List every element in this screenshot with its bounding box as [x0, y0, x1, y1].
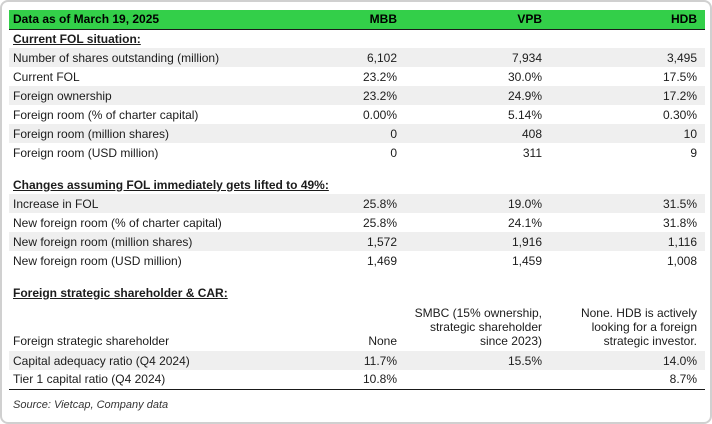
- section-title-cell: Foreign strategic shareholder & CAR:: [9, 283, 705, 302]
- table-body: Current FOL situation: Number of shares o…: [9, 29, 705, 389]
- cell-hdb: 3,495: [550, 48, 705, 67]
- cell-hdb: 0.30%: [662, 107, 697, 122]
- table-row: Capital adequacy ratio (Q4 2024) 11.7% 15.…: [9, 351, 705, 370]
- cell-vpb: 19.0%: [405, 194, 550, 213]
- table-row: Tier 1 capital ratio (Q4 2024) 10.8% 8.7%: [9, 370, 705, 389]
- section-row: Current FOL situation:: [9, 29, 705, 48]
- row-label: New foreign room (million shares): [9, 232, 349, 251]
- cell-hdb: 9: [690, 145, 697, 160]
- table-header-row: Data as of March 19, 2025 MBB VPB HDB: [9, 10, 705, 30]
- row-label: Foreign strategic shareholder: [13, 334, 170, 348]
- cell-mbb: 0: [390, 145, 397, 160]
- cell-hdb: 8.7%: [669, 372, 697, 387]
- source-note: Source: Vietcap, Company data: [13, 398, 169, 411]
- row-label: Foreign room (million shares): [9, 124, 349, 143]
- cell-hdb: 17.5%: [662, 69, 697, 84]
- cell-mbb: 25.8%: [349, 194, 405, 213]
- cell-vpb: [405, 370, 550, 389]
- table-row: Current FOL 23.2% 30.0% 17.5%: [9, 67, 705, 86]
- cell-vpb: 30.0%: [507, 69, 542, 84]
- table-row: New foreign room (% of charter capital) 2…: [9, 213, 705, 232]
- spacer-cell: [9, 270, 705, 283]
- cell-hdb: 1,116: [550, 232, 705, 251]
- section-title-cell: Changes assuming FOL immediately gets li…: [9, 175, 705, 194]
- cell-hdb: 31.5%: [550, 194, 705, 213]
- table-title: Data as of March 19, 2025: [9, 10, 349, 30]
- table-row: New foreign room (million shares) 1,572 1,…: [9, 232, 705, 251]
- table-row: Foreign strategic shareholder None SMBC (1…: [9, 302, 705, 351]
- cell-vpb: 1,916: [405, 232, 550, 251]
- section-title-text: Current FOL situation:: [13, 31, 141, 46]
- section-title-cell: Current FOL situation:: [9, 29, 705, 48]
- cell-vpb: 24.9%: [405, 86, 550, 105]
- cell-mbb: 0.00%: [362, 107, 397, 122]
- cell-hdb: 31.8%: [662, 215, 697, 230]
- cell-hdb: 10: [550, 124, 705, 143]
- cell-vpb: 408: [405, 124, 550, 143]
- row-label: Number of shares outstanding (million): [9, 48, 349, 67]
- cell-mbb: None: [368, 334, 397, 348]
- cell-hdb: 1,008: [666, 253, 697, 268]
- spacer-row: [9, 270, 705, 283]
- table-row: Foreign room (million shares) 0 408 10: [9, 124, 705, 143]
- cell-vpb: 1,459: [511, 253, 542, 268]
- cell-hdb: None. HDB is actively looking for a fore…: [580, 306, 697, 348]
- cell-vpb: 15.5%: [405, 351, 550, 370]
- cell-vpb: 24.1%: [507, 215, 542, 230]
- section-row: Foreign strategic shareholder & CAR:: [9, 283, 705, 302]
- row-label: New foreign room (% of charter capital): [13, 215, 222, 230]
- cell-hdb: 17.2%: [550, 86, 705, 105]
- cell-mbb: 11.7%: [349, 351, 405, 370]
- table-row: Foreign ownership 23.2% 24.9% 17.2%: [9, 86, 705, 105]
- table-row: Increase in FOL 25.8% 19.0% 31.5%: [9, 194, 705, 213]
- table-row: Foreign room (USD million) 0 311 9: [9, 143, 705, 162]
- section-title-text: Foreign strategic shareholder & CAR:: [13, 285, 228, 300]
- section-row: Changes assuming FOL immediately gets li…: [9, 175, 705, 194]
- row-label: Current FOL: [13, 69, 80, 84]
- cell-mbb: 25.8%: [362, 215, 397, 230]
- cell-vpb: 7,934: [405, 48, 550, 67]
- cell-mbb: 6,102: [349, 48, 405, 67]
- column-header-hdb: HDB: [550, 10, 705, 30]
- cell-hdb: 14.0%: [550, 351, 705, 370]
- cell-vpb: 311: [522, 145, 542, 160]
- cell-vpb: 5.14%: [507, 107, 542, 122]
- row-label: Capital adequacy ratio (Q4 2024): [9, 351, 349, 370]
- cell-mbb: 23.2%: [349, 86, 405, 105]
- row-label: Foreign ownership: [9, 86, 349, 105]
- cell-mbb: 10.8%: [362, 372, 397, 387]
- column-header-vpb: VPB: [405, 10, 550, 30]
- table-row: Number of shares outstanding (million) 6,…: [9, 48, 705, 67]
- row-label: Foreign room (USD million): [13, 145, 159, 160]
- row-label: Foreign room (% of charter capital): [13, 107, 199, 122]
- spacer-cell: [9, 162, 705, 175]
- spacer-row: [9, 162, 705, 175]
- cell-mbb: 1,572: [349, 232, 405, 251]
- table-header: Data as of March 19, 2025 MBB VPB HDB: [9, 10, 705, 30]
- row-label: Increase in FOL: [9, 194, 349, 213]
- table-row: New foreign room (USD million) 1,469 1,459…: [9, 251, 705, 270]
- cell-mbb: 23.2%: [362, 69, 397, 84]
- cell-mbb: 1,469: [366, 253, 397, 268]
- row-label: Tier 1 capital ratio (Q4 2024): [13, 372, 166, 387]
- section-title-text: Changes assuming FOL immediately gets li…: [13, 177, 329, 192]
- row-label: New foreign room (USD million): [13, 253, 182, 268]
- cell-vpb: SMBC (15% ownership, strategic sharehold…: [414, 306, 542, 348]
- cell-mbb: 0: [349, 124, 405, 143]
- fol-comparison-table: Data as of March 19, 2025 MBB VPB HDB Cu…: [9, 10, 705, 390]
- column-header-mbb: MBB: [349, 10, 405, 30]
- table-row: Foreign room (% of charter capital) 0.00%…: [9, 105, 705, 124]
